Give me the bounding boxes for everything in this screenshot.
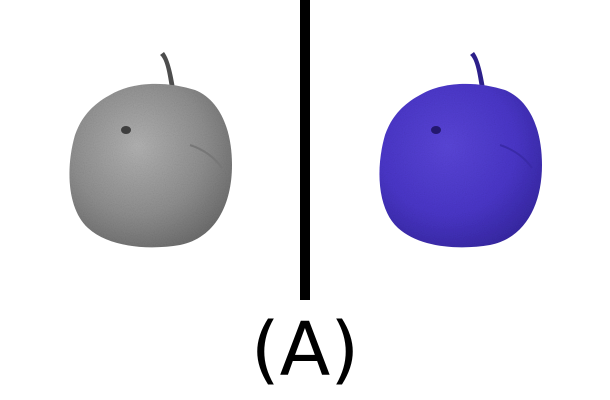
pear-stem — [470, 52, 486, 95]
figure-caption: (A) — [250, 307, 360, 393]
pear-crease — [189, 144, 223, 169]
pear-blemish — [431, 126, 441, 134]
pear-body — [69, 83, 233, 248]
panel-divider — [300, 0, 310, 300]
grayscale-pear-panel — [0, 0, 300, 300]
grayscale-pear-image — [69, 52, 233, 248]
pear-stem — [160, 52, 176, 95]
pear-body — [379, 83, 542, 248]
pear-blemish — [121, 126, 131, 134]
pear-crease — [499, 144, 533, 169]
blue-tinted-pear-panel — [310, 0, 610, 300]
blue-tinted-pear-image — [379, 52, 542, 248]
